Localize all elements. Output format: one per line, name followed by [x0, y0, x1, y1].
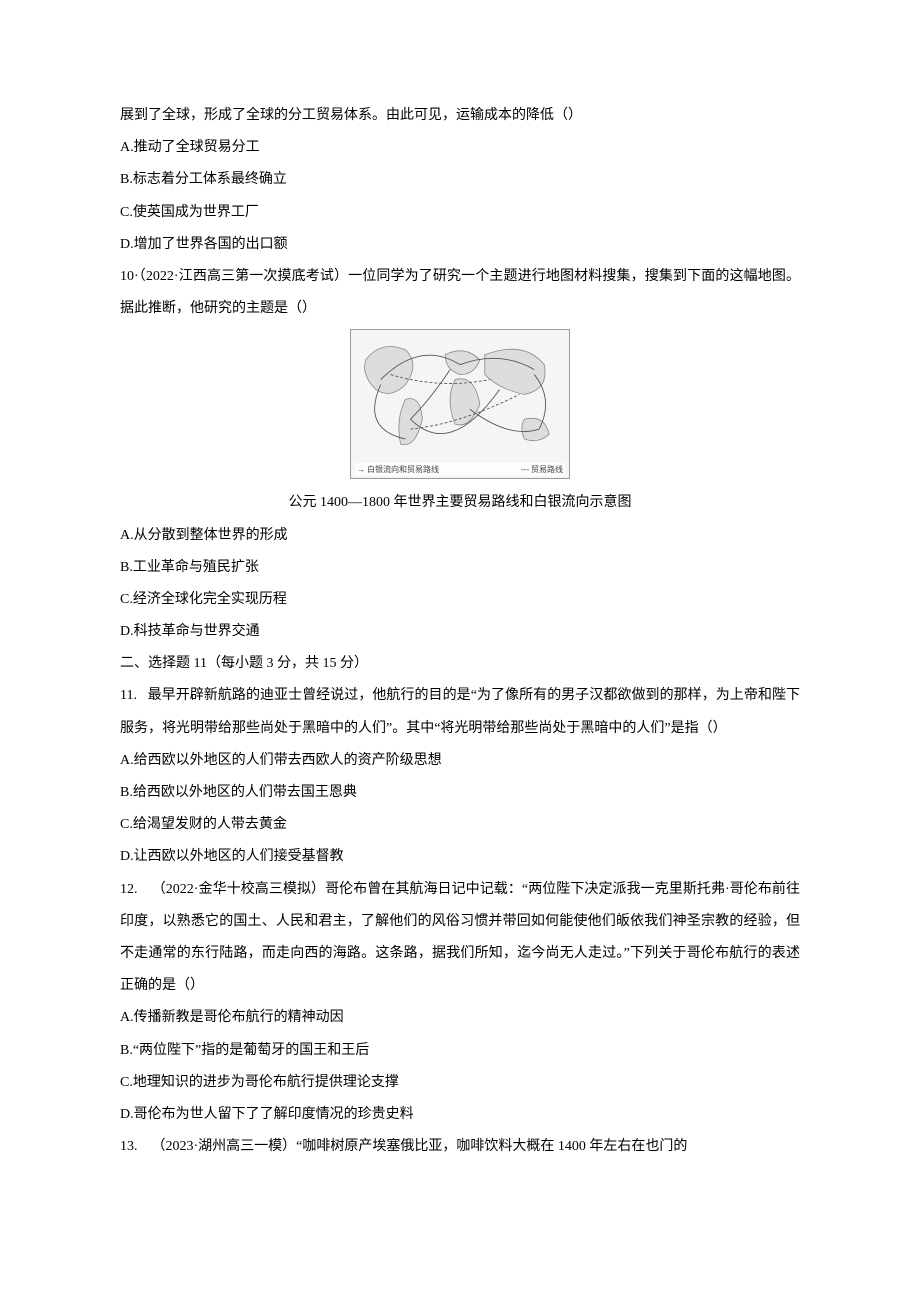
q10-option-d: D.科技革命与世界交通	[120, 616, 800, 648]
q13-prompt: 13. （2023·湖州高三一模）“咖啡树原产埃塞俄比亚，咖啡饮料大概在 140…	[120, 1131, 800, 1163]
q10-map-figure: → 白银流向和贸易路线 --- 贸易路线	[350, 329, 570, 479]
q11-option-b: B.给西欧以外地区的人们带去国王恩典	[120, 777, 800, 809]
q12-text: （2022·金华十校高三模拟）哥伦布曾在其航海日记中记载：“两位陛下决定派我一克…	[120, 882, 800, 994]
q11-prompt: 11. 最早开辟新航路的迪亚士曾经说过，他航行的目的是“为了像所有的男子汉都欲做…	[120, 680, 800, 744]
world-map-icon	[351, 330, 569, 479]
q12-option-d: D.哥伦布为世人留下了了解印度情况的珍贵史料	[120, 1099, 800, 1131]
q12-option-c: C.地理知识的进步为哥伦布航行提供理论支撑	[120, 1067, 800, 1099]
q9-continued-text: 展到了全球，形成了全球的分工贸易体系。由此可见，运输成本的降低（）	[120, 100, 800, 132]
q12-prompt: 12. （2022·金华十校高三模拟）哥伦布曾在其航海日记中记载：“两位陛下决定…	[120, 874, 800, 1003]
q13-text: （2023·湖州高三一模）“咖啡树原产埃塞俄比亚，咖啡饮料大概在 1400 年左…	[152, 1139, 688, 1154]
q10-option-a: A.从分散到整体世界的形成	[120, 520, 800, 552]
q9-option-d: D.增加了世界各国的出口额	[120, 229, 800, 261]
q10-option-b: B.工业革命与殖民扩张	[120, 552, 800, 584]
legend-right: --- 贸易路线	[521, 464, 563, 475]
q13-label: 13.	[120, 1139, 152, 1154]
q11-label: 11.	[120, 688, 148, 703]
q9-option-a: A.推动了全球贸易分工	[120, 132, 800, 164]
section2-heading: 二、选择题 11（每小题 3 分，共 15 分）	[120, 648, 800, 680]
q9-option-c: C.使英国成为世界工厂	[120, 197, 800, 229]
q10-map-legend: → 白银流向和贸易路线 --- 贸易路线	[355, 463, 565, 476]
q10-figure-caption: 公元 1400—1800 年世界主要贸易路线和白银流向示意图	[120, 487, 800, 519]
q11-option-a: A.给西欧以外地区的人们带去西欧人的资产阶级思想	[120, 745, 800, 777]
q11-text: 最早开辟新航路的迪亚士曾经说过，他航行的目的是“为了像所有的男子汉都欲做到的那样…	[120, 688, 800, 735]
q12-label: 12.	[120, 882, 152, 897]
q10-figure-wrap: → 白银流向和贸易路线 --- 贸易路线	[120, 329, 800, 479]
q10-prompt: 10·（2022·江西高三第一次摸底考试）一位同学为了研究一个主题进行地图材料搜…	[120, 261, 800, 325]
q11-option-d: D.让西欧以外地区的人们接受基督教	[120, 841, 800, 873]
legend-left: → 白银流向和贸易路线	[357, 464, 439, 475]
q12-option-b: B.“两位陛下”指的是葡萄牙的国王和王后	[120, 1035, 800, 1067]
q11-option-c: C.给渴望发财的人带去黄金	[120, 809, 800, 841]
q10-option-c: C.经济全球化完全实现历程	[120, 584, 800, 616]
q12-option-a: A.传播新教是哥伦布航行的精神动因	[120, 1002, 800, 1034]
q9-option-b: B.标志着分工体系最终确立	[120, 164, 800, 196]
